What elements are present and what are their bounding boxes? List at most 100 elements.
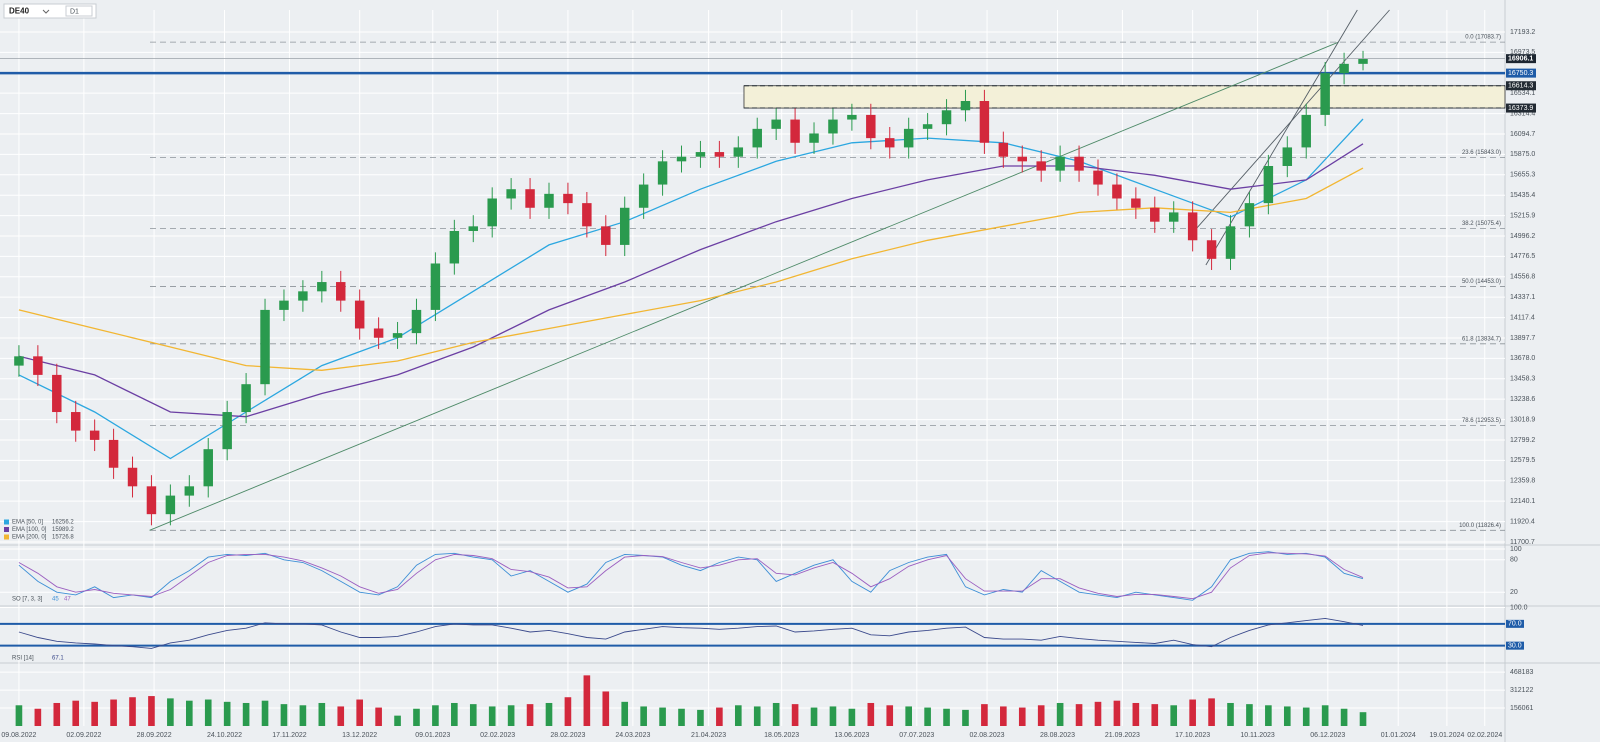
- candle-body: [354, 300, 365, 329]
- candle-body: [1187, 212, 1198, 241]
- candle-body: [52, 374, 62, 413]
- candle-body: [1301, 114, 1311, 148]
- candle-body: [1074, 156, 1084, 171]
- x-tick-label: 18.05.2023: [764, 732, 799, 739]
- indicator-name: RSI [14]: [12, 656, 34, 662]
- support-zone: [743, 85, 1506, 109]
- candle-body: [487, 198, 497, 227]
- candle-body: [298, 291, 308, 301]
- candle-body: [1358, 58, 1368, 64]
- symbol[interactable]: DE40: [9, 7, 30, 16]
- indicator-value: 45: [52, 597, 59, 603]
- y-tick-label: 12140.1: [1510, 498, 1535, 505]
- volume-bar: [1056, 702, 1064, 726]
- x-tick-label: 17.11.2022: [272, 732, 307, 739]
- fib-label: 78.6 (12953.5): [1462, 418, 1501, 424]
- volume-bar: [772, 702, 780, 726]
- volume-bar: [1000, 706, 1007, 726]
- volume-bar: [469, 704, 477, 726]
- candle-body: [847, 114, 857, 120]
- x-tick-label: 17.10.2023: [1175, 732, 1210, 739]
- symbol-dropdown[interactable]: [42, 9, 50, 14]
- candle-body: [771, 119, 781, 129]
- candle-body: [885, 138, 895, 148]
- volume-bar: [1208, 698, 1215, 726]
- volume-bar: [1094, 701, 1102, 726]
- volume-bar: [943, 708, 950, 726]
- volume-bar: [185, 700, 193, 726]
- candle-body: [752, 128, 762, 148]
- y-tick-label: 20: [1510, 589, 1518, 596]
- y-tick-label: 11920.4: [1510, 518, 1535, 525]
- volume-bar: [734, 705, 742, 726]
- candle-body: [998, 142, 1009, 157]
- x-tick-label: 02.08.2023: [970, 732, 1005, 739]
- candle-body: [430, 263, 441, 310]
- volume-bar: [659, 707, 666, 726]
- candle-body: [619, 207, 630, 245]
- y-tick-label: 15435.4: [1510, 192, 1535, 199]
- volume-bar: [413, 708, 420, 726]
- x-tick-label: 09.08.2022: [1, 732, 36, 739]
- volume-bar: [1037, 705, 1045, 726]
- candle-body: [449, 230, 460, 264]
- volume-bar: [507, 705, 515, 726]
- candle-body: [903, 128, 914, 148]
- y-tick-label: 12799.2: [1510, 437, 1535, 444]
- y-tick-label: 16314.4: [1510, 110, 1535, 117]
- x-tick-label: 13.12.2022: [342, 732, 377, 739]
- candle-body: [1282, 147, 1293, 166]
- timeframe[interactable]: D1: [70, 8, 79, 15]
- y-tick-label: 17193.2: [1510, 29, 1535, 36]
- timeframe-box[interactable]: [65, 5, 93, 17]
- candle-body: [108, 439, 119, 468]
- y-tick-label: 12359.8: [1510, 478, 1535, 485]
- legend-swatch: [4, 527, 9, 532]
- price-line-marker: [1506, 68, 1536, 78]
- x-tick-label: 02.02.2024: [1467, 732, 1502, 739]
- x-tick-label: 06.12.2023: [1310, 732, 1345, 739]
- candle-body: [582, 203, 592, 227]
- volume-bar: [1359, 712, 1367, 726]
- volume-bar: [53, 702, 61, 726]
- y-tick-label: 14117.4: [1510, 314, 1535, 321]
- candle-body: [1112, 184, 1122, 199]
- y-tick-label: 13897.7: [1510, 335, 1535, 342]
- volume-bar: [129, 697, 136, 726]
- candle-body: [544, 193, 554, 208]
- indicator-line: [18, 617, 1364, 649]
- candle-body: [392, 333, 403, 338]
- candle-body: [203, 449, 213, 487]
- volume-bar: [545, 702, 553, 726]
- price-line-marker: [1506, 81, 1536, 91]
- fib-label: 100.0 (11826.4): [1459, 523, 1501, 529]
- volume-bar: [261, 700, 269, 726]
- x-tick-label: 09.01.2023: [415, 732, 450, 739]
- volume-bar: [72, 700, 80, 726]
- candle-body: [1244, 203, 1255, 227]
- volume-bar: [640, 706, 647, 726]
- indicator-line: [18, 552, 1364, 600]
- volume-bar: [924, 707, 931, 726]
- x-tick-label: 01.01.2024: [1381, 732, 1416, 739]
- x-tick-label: 24.03.2023: [615, 732, 650, 739]
- price-line-label: 16614.3: [1508, 83, 1533, 90]
- fib-label: 0.0 (17083.7): [1465, 35, 1501, 41]
- main-layer: [0, 9, 1506, 726]
- legend-value: 15726.8: [52, 535, 74, 541]
- volume-bar: [905, 706, 912, 726]
- candle-body: [676, 156, 687, 162]
- candle-body: [89, 430, 100, 440]
- volume-bar: [1246, 704, 1253, 726]
- candle-body: [960, 100, 971, 111]
- volume-bar: [1075, 704, 1083, 726]
- candle-body: [714, 152, 725, 157]
- volume-bar: [602, 691, 610, 726]
- candle-body: [411, 309, 422, 334]
- candle-body: [695, 152, 706, 157]
- candle-body: [468, 226, 479, 231]
- x-tick-label: 07.07.2023: [899, 732, 934, 739]
- candle-body: [790, 119, 800, 143]
- volume-bar: [1302, 707, 1310, 726]
